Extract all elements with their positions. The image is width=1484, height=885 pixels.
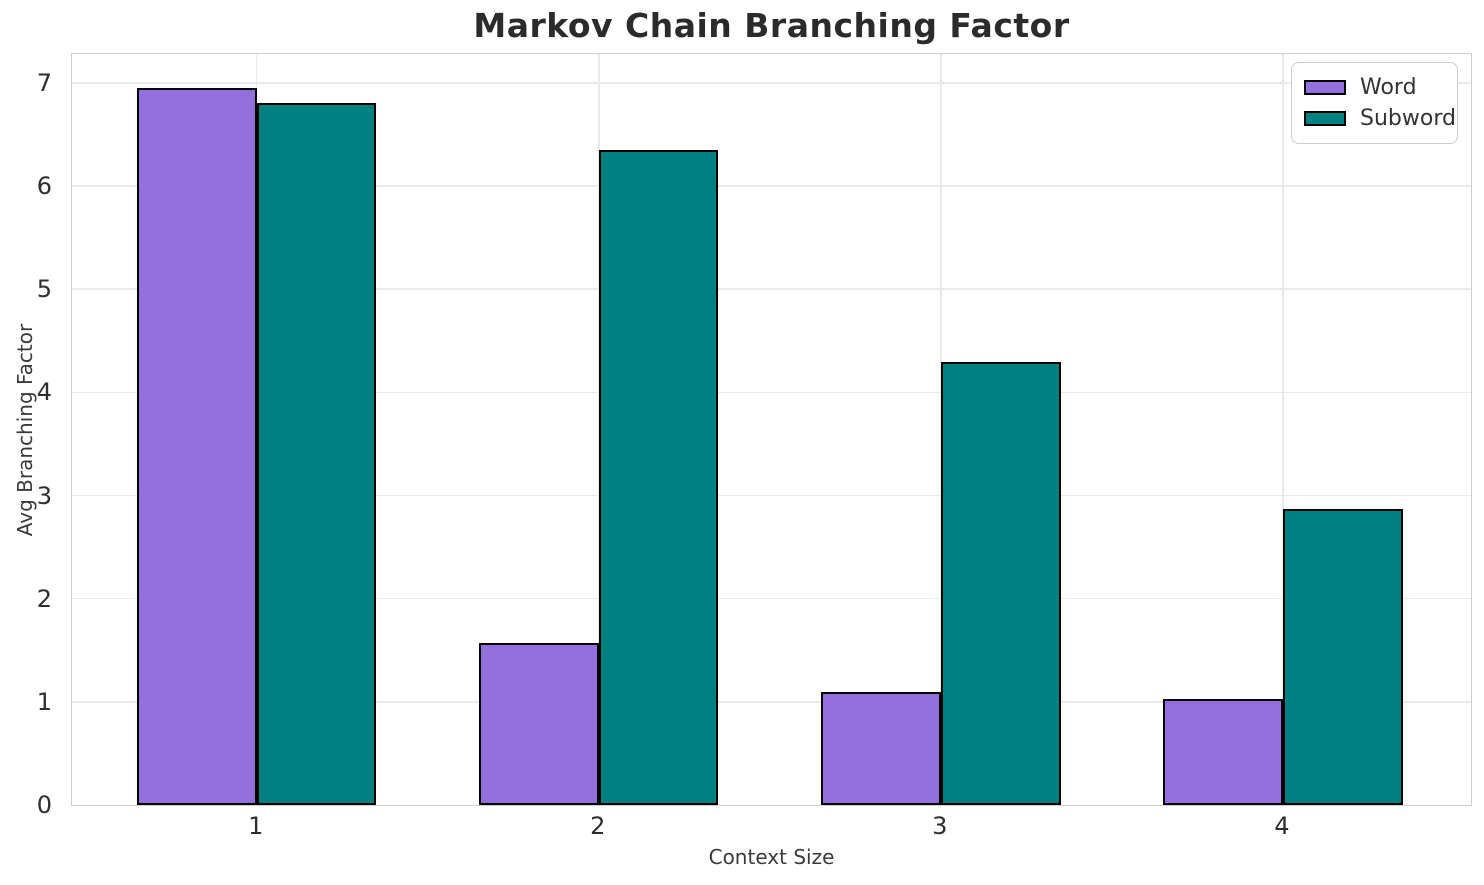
y-tick-label-0: 0 <box>36 791 52 819</box>
bar-word-3 <box>821 691 941 805</box>
y-tick-label-1: 1 <box>36 687 52 716</box>
legend: Word Subword <box>1291 62 1458 144</box>
y-tick-label-6: 6 <box>36 172 52 201</box>
bar-subword-3 <box>940 362 1061 805</box>
plot-area <box>71 53 1472 806</box>
bar-subword-2 <box>598 149 719 805</box>
y-tick-label-2: 2 <box>36 584 52 613</box>
y-tick-label-3: 3 <box>36 481 52 510</box>
y-gridline-5 <box>72 288 1471 290</box>
y-gridline-3 <box>72 494 1471 497</box>
x-axis-label: Context Size <box>708 845 835 869</box>
x-gridline-4 <box>1282 54 1284 805</box>
word-swatch-icon <box>1304 80 1346 95</box>
legend-item-subword: Subword <box>1304 103 1456 134</box>
subword-swatch-icon <box>1304 111 1346 126</box>
y-gridline-1 <box>72 701 1471 703</box>
x-tick-label-3: 3 <box>932 812 948 840</box>
y-axis-label: Avg Branching Factor <box>13 323 37 537</box>
bar-word-2 <box>479 643 599 805</box>
y-gridline-4 <box>72 391 1471 394</box>
legend-label-subword: Subword <box>1360 106 1456 131</box>
x-tick-label-2: 2 <box>590 812 606 840</box>
x-tick-label-4: 4 <box>1274 812 1290 840</box>
x-tick-label-1: 1 <box>248 812 264 840</box>
bar-word-4 <box>1163 698 1283 805</box>
bar-word-1 <box>136 88 257 805</box>
y-gridline-6 <box>72 185 1471 187</box>
y-tick-label-4: 4 <box>36 378 52 407</box>
legend-item-word: Word <box>1304 72 1445 103</box>
y-gridline-7 <box>72 82 1471 84</box>
bar-subword-4 <box>1282 508 1403 805</box>
chart-title: Markov Chain Branching Factor <box>473 6 1070 45</box>
y-tick-label-5: 5 <box>36 275 52 304</box>
legend-label-word: Word <box>1360 75 1417 100</box>
y-gridline-2 <box>72 597 1471 600</box>
bar-subword-1 <box>256 102 377 805</box>
y-tick-label-7: 7 <box>36 68 52 97</box>
